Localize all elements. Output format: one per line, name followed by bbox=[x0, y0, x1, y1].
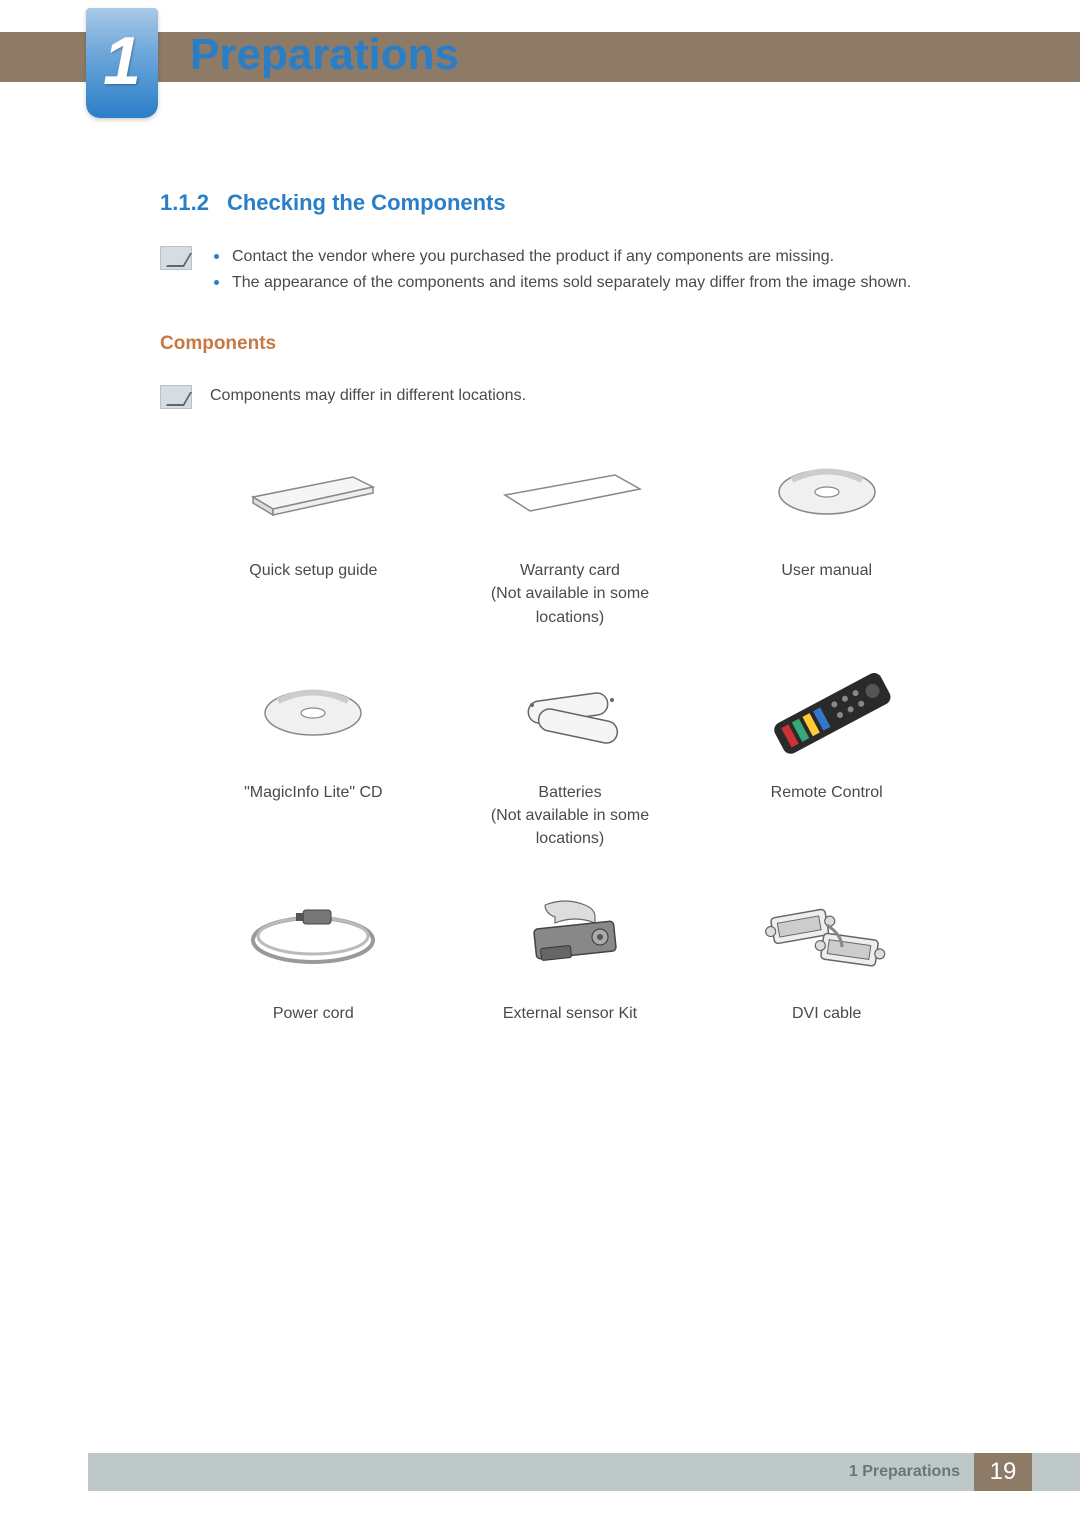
label-line: (Not available in some locations) bbox=[491, 585, 649, 625]
component-label: External sensor Kit bbox=[457, 1002, 684, 1025]
header-band bbox=[0, 32, 1080, 82]
section-title: Checking the Components bbox=[227, 190, 506, 215]
subsection-note: Components may differ in different locat… bbox=[210, 383, 526, 409]
component-user-manual: User manual bbox=[713, 447, 940, 629]
footer-text: 1 Preparations bbox=[849, 1463, 960, 1481]
content-area: 1.1.2 Checking the Components Contact the… bbox=[160, 190, 980, 1026]
component-remote-control: Remote Control bbox=[713, 669, 940, 851]
component-label: Remote Control bbox=[713, 781, 940, 804]
note-icon bbox=[160, 385, 192, 409]
component-label: DVI cable bbox=[713, 1002, 940, 1025]
batteries-icon bbox=[457, 669, 684, 759]
chapter-number: 1 bbox=[103, 22, 141, 100]
external-sensor-kit-icon bbox=[457, 890, 684, 980]
component-magicinfo-cd: "MagicInfo Lite" CD bbox=[200, 669, 427, 851]
note-block-2: Components may differ in different locat… bbox=[160, 383, 980, 409]
quick-setup-guide-icon bbox=[200, 447, 427, 537]
component-label: "MagicInfo Lite" CD bbox=[200, 781, 427, 804]
note-item: The appearance of the components and ite… bbox=[210, 270, 911, 296]
section-heading: 1.1.2 Checking the Components bbox=[160, 190, 980, 216]
component-dvi-cable: DVI cable bbox=[713, 890, 940, 1025]
component-label: Batteries (Not available in some locatio… bbox=[457, 781, 684, 851]
power-cord-icon bbox=[200, 890, 427, 980]
label-line: Warranty card bbox=[520, 562, 620, 579]
page-number: 19 bbox=[974, 1453, 1032, 1491]
note-list: Contact the vendor where you purchased t… bbox=[210, 244, 911, 295]
component-batteries: Batteries (Not available in some locatio… bbox=[457, 669, 684, 851]
component-external-sensor-kit: External sensor Kit bbox=[457, 890, 684, 1025]
user-manual-cd-icon bbox=[713, 447, 940, 537]
note-icon bbox=[160, 246, 192, 270]
section-number: 1.1.2 bbox=[160, 190, 209, 215]
component-label: User manual bbox=[713, 559, 940, 582]
components-grid: Quick setup guide Warranty card (Not ava… bbox=[160, 447, 980, 1025]
component-power-cord: Power cord bbox=[200, 890, 427, 1025]
note-block-1: Contact the vendor where you purchased t… bbox=[160, 244, 980, 295]
label-line: (Not available in some locations) bbox=[491, 807, 649, 847]
component-warranty-card: Warranty card (Not available in some loc… bbox=[457, 447, 684, 629]
note-item: Contact the vendor where you purchased t… bbox=[210, 244, 911, 270]
subsection-heading: Components bbox=[160, 333, 980, 355]
footer-band: 1 Preparations 19 bbox=[88, 1453, 1080, 1491]
component-label: Quick setup guide bbox=[200, 559, 427, 582]
dvi-cable-icon bbox=[713, 890, 940, 980]
remote-control-icon bbox=[713, 669, 940, 759]
warranty-card-icon bbox=[457, 447, 684, 537]
chapter-badge: 1 bbox=[86, 8, 158, 118]
chapter-title: Preparations bbox=[190, 30, 459, 80]
magicinfo-cd-icon bbox=[200, 669, 427, 759]
component-label: Warranty card (Not available in some loc… bbox=[457, 559, 684, 629]
component-quick-setup-guide: Quick setup guide bbox=[200, 447, 427, 629]
label-line: Batteries bbox=[538, 784, 601, 801]
component-label: Power cord bbox=[200, 1002, 427, 1025]
